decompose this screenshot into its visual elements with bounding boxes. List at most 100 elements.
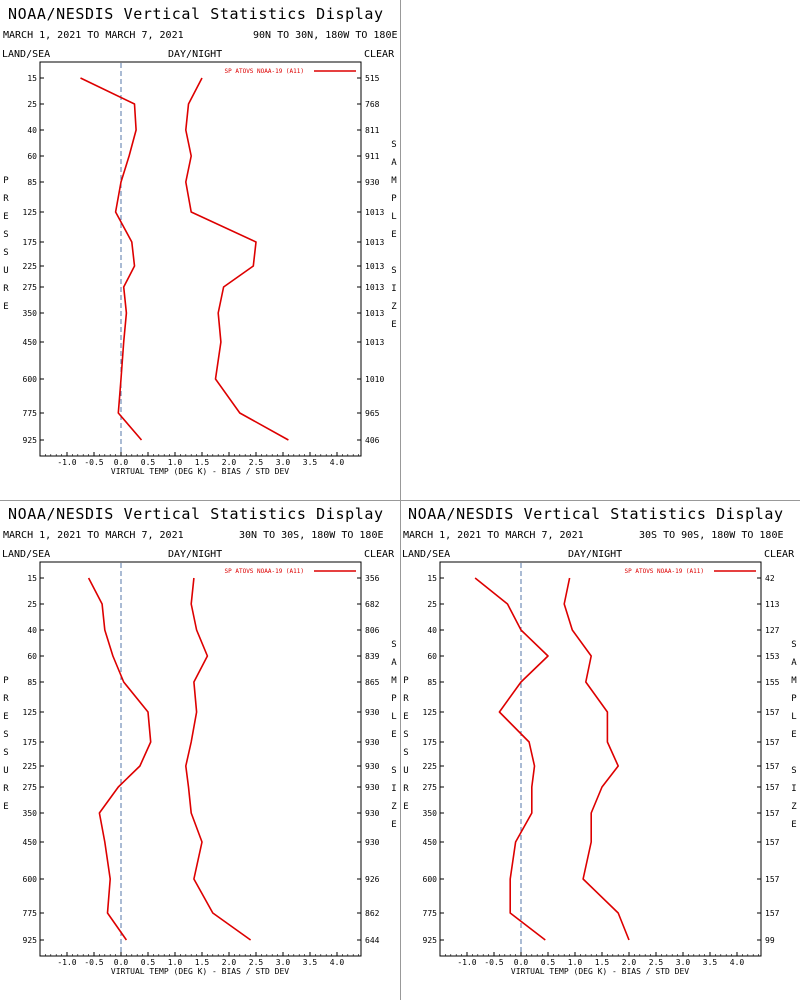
pressure-level-label: 350 xyxy=(23,809,38,818)
x-tick-label: 1.0 xyxy=(168,958,183,967)
x-tick-label: 3.0 xyxy=(676,958,691,967)
x-tick-label: 3.5 xyxy=(303,958,318,967)
x-axis-title: VIRTUAL TEMP (DEG K) - BIAS / STD DEV xyxy=(111,967,289,976)
pressure-level-label: 925 xyxy=(23,936,38,945)
pressure-level-label: 15 xyxy=(27,574,37,583)
x-tick-label: 1.5 xyxy=(595,958,610,967)
land-sea-label: LAND/SEA xyxy=(2,49,51,60)
std-dev-line xyxy=(185,577,252,941)
x-tick-label: 2.0 xyxy=(622,958,637,967)
x-tick-label: -0.5 xyxy=(484,958,503,967)
plot-frame xyxy=(39,561,362,957)
pressure-level-label: 450 xyxy=(23,338,38,347)
pressure-level-label: 125 xyxy=(23,208,38,217)
sample-size-label: 811 xyxy=(365,126,380,135)
sample-size-label: 862 xyxy=(365,909,380,918)
panel-north: NOAA/NESDIS Vertical Statistics Display … xyxy=(0,0,400,500)
size-axis-title: S I Z E xyxy=(391,266,397,330)
std-dev-line xyxy=(185,77,289,441)
sample-size-label: 113 xyxy=(765,600,780,609)
chart-canvas: -1.0 -0.5 0.0 0.5 1.0 1.5 2.0 2.5 3.0 3.5 4.0 VIRTU… xyxy=(23,561,380,976)
sample-size-label: 155 xyxy=(765,678,780,687)
sample-size-label: 1013 xyxy=(365,262,384,271)
x-axis-title: VIRTUAL TEMP (DEG K) - BIAS / STD DEV xyxy=(511,967,689,976)
pressure-level-label: 25 xyxy=(27,600,37,609)
day-night-label: DAY/NIGHT xyxy=(168,49,223,60)
sample-size-label: 930 xyxy=(365,762,380,771)
region-label: 30N TO 30S, 180W TO 180E xyxy=(239,530,384,541)
sample-size-label: 839 xyxy=(365,652,380,661)
size-axis-title: S I Z E xyxy=(791,766,797,830)
sample-size-label: 1013 xyxy=(365,338,384,347)
pressure-level-label: 85 xyxy=(27,678,37,687)
pressure-level-label: 925 xyxy=(23,436,38,445)
plot-frame xyxy=(439,561,762,957)
sample-size-label: 1013 xyxy=(365,309,384,318)
region-label: 90N TO 30N, 180W TO 180E xyxy=(253,30,398,41)
date-range: MARCH 1, 2021 TO MARCH 7, 2021 xyxy=(403,530,584,541)
day-night-label: DAY/NIGHT xyxy=(168,549,223,560)
pressure-level-label: 60 xyxy=(27,152,37,161)
sample-size-label: 865 xyxy=(365,678,380,687)
sample-size-label: 157 xyxy=(765,875,780,884)
panel-title: NOAA/NESDIS Vertical Statistics Display xyxy=(8,5,384,23)
sample-size-label: 1013 xyxy=(365,238,384,247)
pressure-level-label: 450 xyxy=(23,838,38,847)
sample-size-label: 930 xyxy=(365,178,380,187)
pressure-level-label: 175 xyxy=(423,738,438,747)
x-tick-label: 2.0 xyxy=(222,458,237,467)
pressure-level-label: 600 xyxy=(23,875,38,884)
sample-size-label: 965 xyxy=(365,409,380,418)
panel-title: NOAA/NESDIS Vertical Statistics Display xyxy=(8,505,384,523)
horizontal-divider xyxy=(0,500,800,501)
x-tick-label: 1.0 xyxy=(568,958,583,967)
pressure-level-label: 775 xyxy=(423,909,438,918)
x-tick-label: 2.5 xyxy=(649,958,664,967)
pressure-level-label: 350 xyxy=(423,809,438,818)
x-tick-label: 0.0 xyxy=(114,458,129,467)
bias-line xyxy=(474,577,549,941)
land-sea-label: LAND/SEA xyxy=(2,549,51,560)
x-tick-label: 0.5 xyxy=(141,458,156,467)
sample-axis-title: S A M P L E xyxy=(391,640,397,740)
sample-axis-title: S A M P L E xyxy=(391,140,397,240)
pressure-level-label: 275 xyxy=(23,283,38,292)
x-tick-label: 2.0 xyxy=(222,958,237,967)
pressure-level-label: 175 xyxy=(23,238,38,247)
pressure-level-label: 40 xyxy=(27,626,37,635)
sample-size-label: 157 xyxy=(765,838,780,847)
pressure-level-label: 40 xyxy=(27,126,37,135)
day-night-label: DAY/NIGHT xyxy=(568,549,623,560)
sample-size-label: 930 xyxy=(365,783,380,792)
x-tick-label: 3.0 xyxy=(276,458,291,467)
plot-frame xyxy=(39,61,362,457)
panel-tropics: NOAA/NESDIS Vertical Statistics Display … xyxy=(0,500,400,1000)
size-axis-title: S I Z E xyxy=(391,766,397,830)
x-tick-label: -1.0 xyxy=(57,458,76,467)
sample-size-label: 515 xyxy=(365,74,380,83)
pressure-level-label: 600 xyxy=(423,875,438,884)
date-range: MARCH 1, 2021 TO MARCH 7, 2021 xyxy=(3,30,184,41)
sample-size-label: 157 xyxy=(765,762,780,771)
sample-size-label: 406 xyxy=(365,436,380,445)
legend-label: SP ATOVS NOAA-19 (A11) xyxy=(225,68,304,75)
pressure-axis-title: P R E S S U R E xyxy=(3,676,9,812)
clear-label: CLEAR xyxy=(364,49,395,60)
pressure-level-label: 60 xyxy=(27,652,37,661)
x-tick-label: 3.5 xyxy=(303,458,318,467)
x-tick-label: 4.0 xyxy=(330,958,345,967)
sample-size-label: 356 xyxy=(365,574,380,583)
pressure-level-label: 775 xyxy=(23,409,38,418)
pressure-level-label: 275 xyxy=(423,783,438,792)
pressure-level-label: 350 xyxy=(23,309,38,318)
pressure-level-label: 600 xyxy=(23,375,38,384)
clear-label: CLEAR xyxy=(764,549,795,560)
pressure-level-label: 925 xyxy=(423,936,438,945)
x-tick-label: 1.5 xyxy=(195,458,210,467)
x-tick-label: 0.0 xyxy=(514,958,529,967)
sample-size-label: 1010 xyxy=(365,375,384,384)
x-tick-label: 2.5 xyxy=(249,958,264,967)
sample-size-label: 157 xyxy=(765,783,780,792)
sample-size-label: 157 xyxy=(765,738,780,747)
pressure-level-label: 125 xyxy=(423,708,438,717)
